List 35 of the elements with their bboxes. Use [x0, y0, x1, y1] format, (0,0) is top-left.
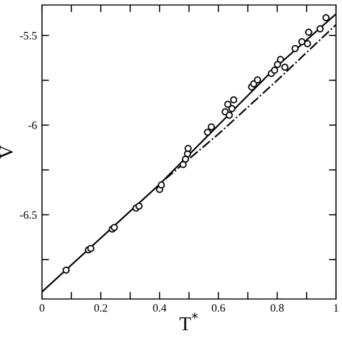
x-tick-label: 0 [40, 304, 44, 312]
point [224, 100, 232, 108]
point [292, 44, 299, 52]
point [184, 144, 192, 152]
y-tick-label: -5.5 [20, 32, 37, 40]
point [274, 60, 282, 68]
point [135, 202, 143, 210]
point [230, 96, 238, 104]
point [182, 156, 190, 163]
point [158, 181, 165, 189]
point [276, 56, 284, 64]
x-tick-label: 1 [334, 304, 338, 312]
point [254, 76, 262, 84]
point [204, 128, 212, 136]
point [304, 40, 312, 48]
x-tick-label: 0.2 [94, 304, 108, 312]
point [281, 64, 288, 71]
x-tick-label: 0.8 [270, 304, 284, 312]
point [180, 160, 187, 168]
point [62, 266, 70, 274]
point [250, 80, 258, 88]
x-tick-label: 0.6 [212, 304, 226, 312]
point [222, 108, 229, 116]
y-tick-label: -6.5 [20, 211, 37, 219]
point [87, 244, 94, 252]
point [208, 123, 215, 130]
point [228, 105, 236, 112]
y-tick-label: -6 [28, 122, 37, 130]
y-axis-title: V [0, 145, 13, 159]
point [270, 66, 278, 74]
point [298, 38, 306, 46]
x-tick-label: 0.4 [153, 304, 166, 312]
point [322, 14, 330, 22]
point [226, 112, 233, 119]
x-axis-title: T$^{*}$ [180, 312, 198, 330]
